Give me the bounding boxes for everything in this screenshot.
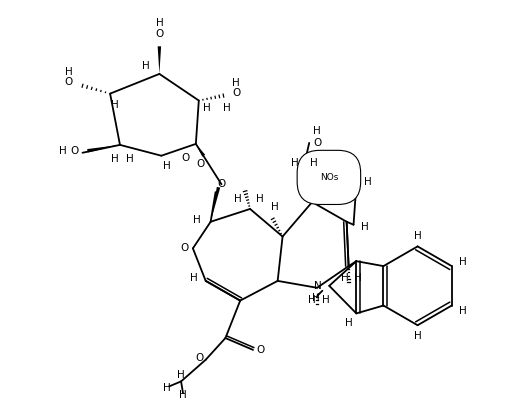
Text: H: H	[111, 154, 119, 164]
Text: H: H	[291, 158, 298, 168]
Text: H: H	[459, 257, 466, 267]
Text: H: H	[344, 318, 353, 328]
Text: H: H	[223, 104, 230, 114]
Polygon shape	[301, 167, 304, 182]
Text: H: H	[203, 104, 211, 114]
Text: H: H	[256, 194, 264, 204]
Polygon shape	[196, 144, 205, 157]
Text: N: N	[325, 160, 333, 170]
Text: O: O	[313, 138, 321, 148]
Text: H: H	[354, 273, 361, 283]
Text: H: H	[364, 177, 372, 187]
Text: O: O	[232, 88, 240, 98]
Text: H: H	[459, 306, 466, 316]
Text: H: H	[193, 215, 201, 225]
Text: H: H	[126, 154, 134, 164]
Text: O: O	[196, 353, 204, 363]
Text: O: O	[180, 243, 188, 253]
Text: N: N	[313, 281, 322, 291]
Polygon shape	[87, 145, 120, 152]
Text: H: H	[111, 100, 119, 110]
Text: O: O	[257, 345, 265, 355]
Text: O: O	[71, 146, 79, 156]
Text: H: H	[414, 331, 422, 341]
Text: H: H	[177, 370, 185, 380]
Text: H: H	[234, 194, 242, 204]
Text: O: O	[197, 159, 205, 169]
Text: O: O	[155, 30, 164, 40]
Text: H: H	[142, 61, 149, 71]
Text: H: H	[65, 67, 73, 77]
Text: H: H	[164, 160, 171, 170]
Text: H: H	[313, 126, 321, 136]
Text: O: O	[217, 179, 226, 189]
Text: H: H	[59, 146, 67, 156]
Polygon shape	[211, 187, 220, 222]
Text: H: H	[232, 78, 240, 88]
Text: H: H	[311, 293, 320, 303]
Text: O: O	[65, 77, 73, 87]
Text: H: H	[341, 273, 348, 283]
Text: H: H	[179, 390, 187, 400]
Text: H: H	[190, 273, 198, 283]
Text: H: H	[155, 18, 163, 28]
Text: H: H	[414, 230, 422, 240]
Text: H: H	[164, 383, 171, 393]
Text: NOs: NOs	[320, 173, 338, 182]
Text: +: +	[335, 169, 342, 178]
Polygon shape	[157, 46, 161, 74]
Text: O: O	[181, 153, 189, 163]
Text: H: H	[271, 202, 278, 212]
Text: H: H	[362, 222, 369, 232]
Text: H: H	[310, 158, 318, 168]
Text: H: H	[308, 295, 316, 305]
Text: H: H	[322, 295, 330, 305]
